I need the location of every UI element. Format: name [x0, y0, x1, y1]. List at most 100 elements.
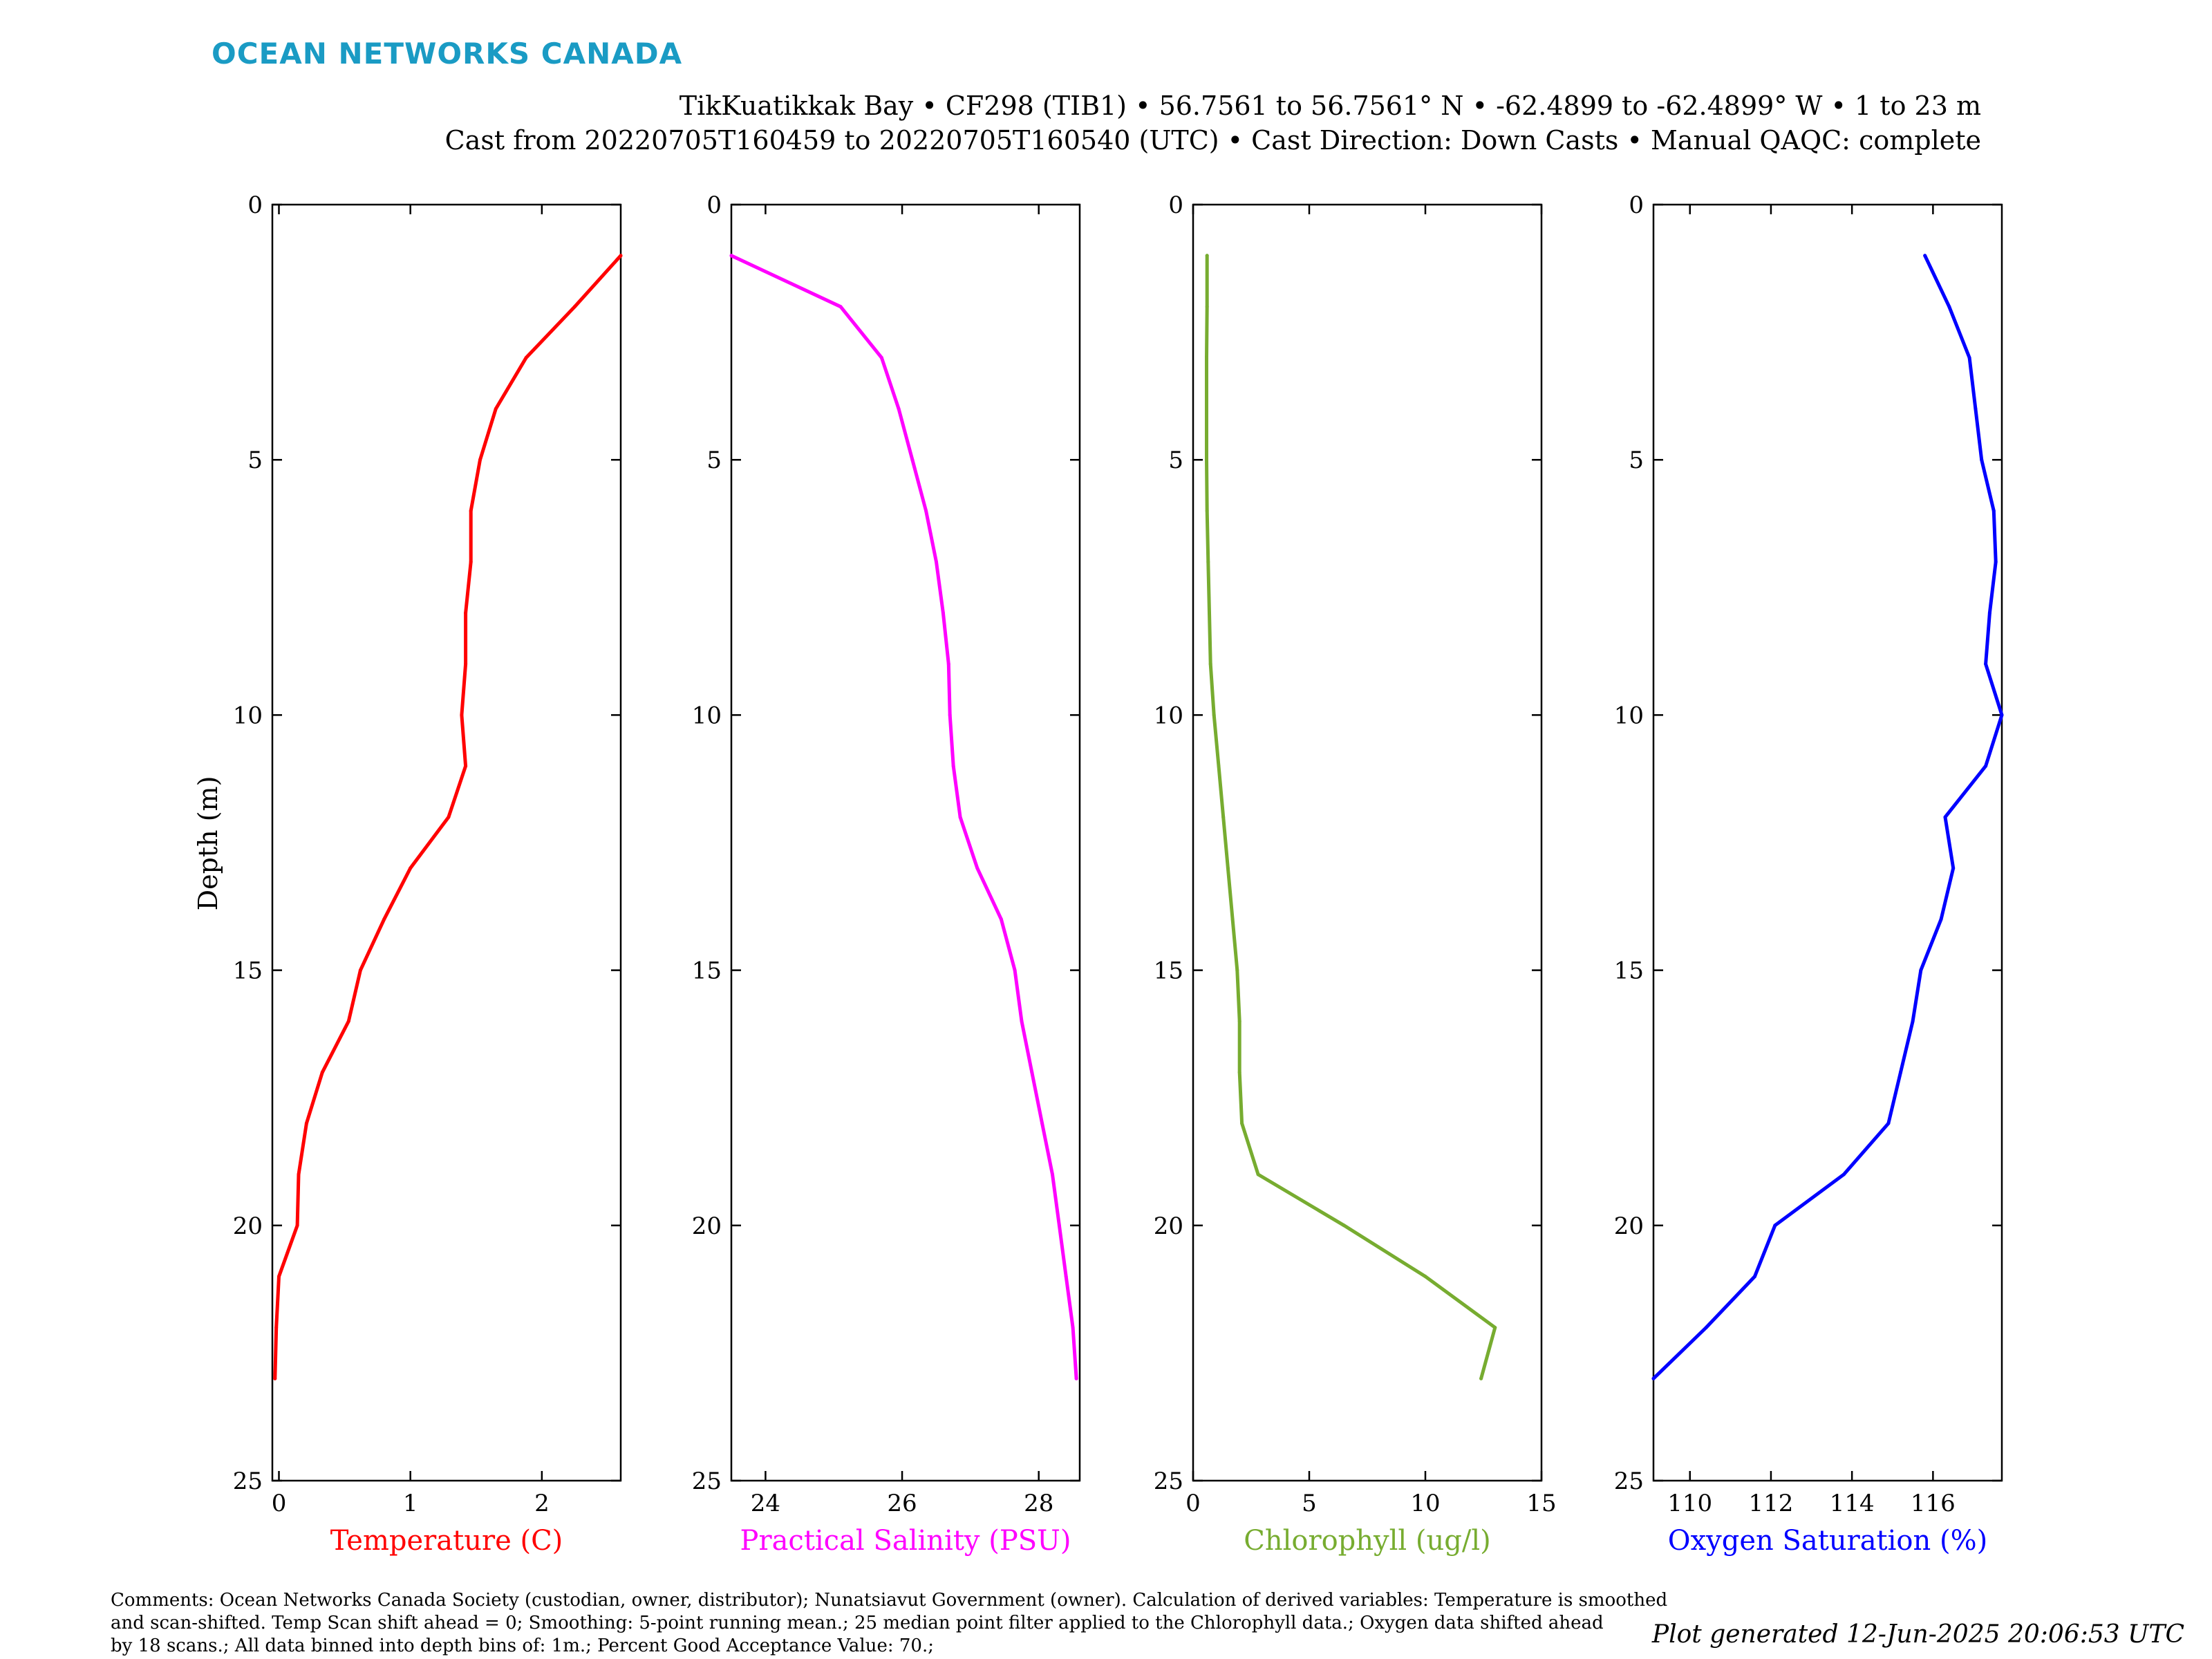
chlorophyll-data-point: [1226, 866, 1230, 870]
oxygen-data-point: [1974, 406, 1978, 411]
oxygen-data-point: [1704, 1326, 1708, 1329]
temperature-data-point: [494, 406, 498, 411]
temperature-y-tick-label: 15: [233, 957, 263, 985]
chlorophyll-data-point: [1208, 662, 1212, 666]
salinity-data-point: [1013, 968, 1017, 973]
chlorophyll-x-tick-label: 10: [1410, 1490, 1440, 1517]
chlorophyll-data-point: [1493, 1326, 1497, 1329]
salinity-data-point: [838, 305, 843, 309]
y-axis-label: Depth (m): [193, 776, 223, 911]
salinity-data-point: [1051, 1172, 1054, 1177]
temperature-data-point: [464, 611, 468, 615]
footer-comments-line2: and scan-shifted. Temp Scan shift ahead …: [111, 1613, 1604, 1633]
chlorophyll-data-point: [1217, 764, 1221, 768]
salinity-data-point: [946, 662, 950, 666]
salinity-data-point: [941, 611, 945, 615]
salinity-y-tick-label: 15: [692, 957, 722, 985]
salinity-data-point: [1057, 1224, 1061, 1228]
oxygen-y-tick-label: 0: [1629, 191, 1644, 219]
chlorophyll-data-point: [1240, 1121, 1244, 1125]
temperature-y-tick-label: 0: [247, 191, 263, 219]
temperature-data-point: [478, 458, 482, 462]
oxygen-x-axis-label: Oxygen Saturation (%): [1668, 1525, 1987, 1557]
temperature-data-point: [464, 662, 468, 666]
chlorophyll-data-point: [1479, 1376, 1483, 1380]
temperature-data-point: [320, 1070, 324, 1074]
oxygen-data-point: [1984, 764, 1988, 768]
chlorophyll-data-point: [1237, 1019, 1241, 1023]
oxygen-data-point: [1841, 1172, 1846, 1177]
temperature-data-point: [274, 1326, 279, 1329]
oxygen-data-point: [1984, 662, 1988, 666]
salinity-data-point: [879, 356, 883, 359]
temperature-data-point: [572, 305, 577, 309]
temperature-data-point: [524, 356, 528, 359]
oxygen-data-point: [1947, 305, 1951, 309]
salinity-axes-box: [730, 203, 1081, 1482]
oxygen-data-point: [1967, 356, 1971, 359]
oxygen-data-point: [1919, 968, 1923, 973]
temperature-data-point: [346, 1019, 350, 1023]
oxygen-data-point: [1987, 611, 1991, 615]
temperature-x-axis-label: Temperature (C): [330, 1525, 563, 1557]
chlorophyll-y-tick-label: 5: [1168, 447, 1183, 474]
temperature-data-point: [409, 866, 413, 870]
temperature-data-point: [460, 713, 464, 717]
oxygen-x-tick-label: 114: [1830, 1490, 1875, 1517]
temperature-data-point: [382, 917, 386, 921]
salinity-data-point: [897, 406, 901, 411]
temperature-data-point: [297, 1172, 301, 1177]
temperature-data-point: [464, 764, 468, 768]
chlorophyll-data-point: [1212, 713, 1216, 717]
temperature-x-tick-label: 1: [403, 1490, 418, 1517]
oxygen-data-point: [1980, 458, 1984, 462]
salinity-data-point: [999, 917, 1003, 921]
salinity-data-point: [958, 815, 962, 819]
brand-logo-text: OCEAN NETWORKS CANADA: [212, 37, 682, 71]
temperature-panel: 0 5 10 15 20 25 0 1 2 Temperature (C): [233, 191, 623, 1557]
chlorophyll-x-tick-label: 15: [1526, 1490, 1556, 1517]
salinity-data-point: [1074, 1376, 1078, 1380]
oxygen-data-point: [1773, 1224, 1777, 1228]
salinity-data-point: [948, 713, 952, 717]
chlorophyll-y-tick-label: 25: [1154, 1468, 1183, 1495]
chlorophyll-data-point: [1205, 406, 1208, 411]
oxygen-y-tick-label: 15: [1614, 957, 1644, 985]
salinity-data-point: [935, 560, 938, 564]
oxygen-data-point: [1991, 509, 1996, 513]
oxygen-data-point: [1911, 1019, 1915, 1023]
temperature-x-tick-label: 2: [534, 1490, 550, 1517]
chlorophyll-axes-box: [1192, 203, 1543, 1482]
temperature-data-point: [619, 254, 623, 258]
chlorophyll-y-tick-label: 10: [1154, 702, 1183, 729]
chlorophyll-y-tick-label: 0: [1168, 191, 1183, 219]
chlorophyll-data-point: [1237, 1070, 1241, 1074]
oxygen-data-point: [1651, 1376, 1656, 1380]
oxygen-data-point: [1939, 917, 1943, 921]
chlorophyll-data-point: [1230, 917, 1235, 921]
salinity-x-tick-label: 24: [751, 1490, 780, 1517]
temperature-x-tick-label: 0: [272, 1490, 287, 1517]
temperature-data-point: [469, 560, 473, 564]
chlorophyll-data-point: [1205, 254, 1209, 258]
chlorophyll-data-point: [1205, 305, 1209, 309]
chlorophyll-y-tick-label: 20: [1154, 1212, 1183, 1240]
footer-comments-line1: Comments: Ocean Networks Canada Society …: [111, 1590, 1667, 1611]
oxygen-x-tick-label: 116: [1911, 1490, 1956, 1517]
chart-title-line2: Cast from 20220705T160459 to 20220705T16…: [445, 125, 1981, 156]
salinity-data-point: [975, 866, 980, 870]
chlorophyll-data-point: [1205, 356, 1208, 359]
salinity-series-line: [729, 254, 1078, 1380]
oxygen-y-tick-label: 10: [1614, 702, 1644, 729]
salinity-data-point: [910, 458, 915, 462]
temperature-data-point: [277, 1275, 281, 1279]
salinity-y-tick-label: 10: [692, 702, 722, 729]
chlorophyll-data-point: [1342, 1224, 1346, 1228]
temperature-data-point: [295, 1224, 299, 1228]
salinity-y-tick-label: 0: [706, 191, 722, 219]
salinity-data-point: [1030, 1070, 1034, 1074]
chlorophyll-x-tick-label: 0: [1185, 1490, 1201, 1517]
oxygen-x-tick-label: 112: [1749, 1490, 1794, 1517]
